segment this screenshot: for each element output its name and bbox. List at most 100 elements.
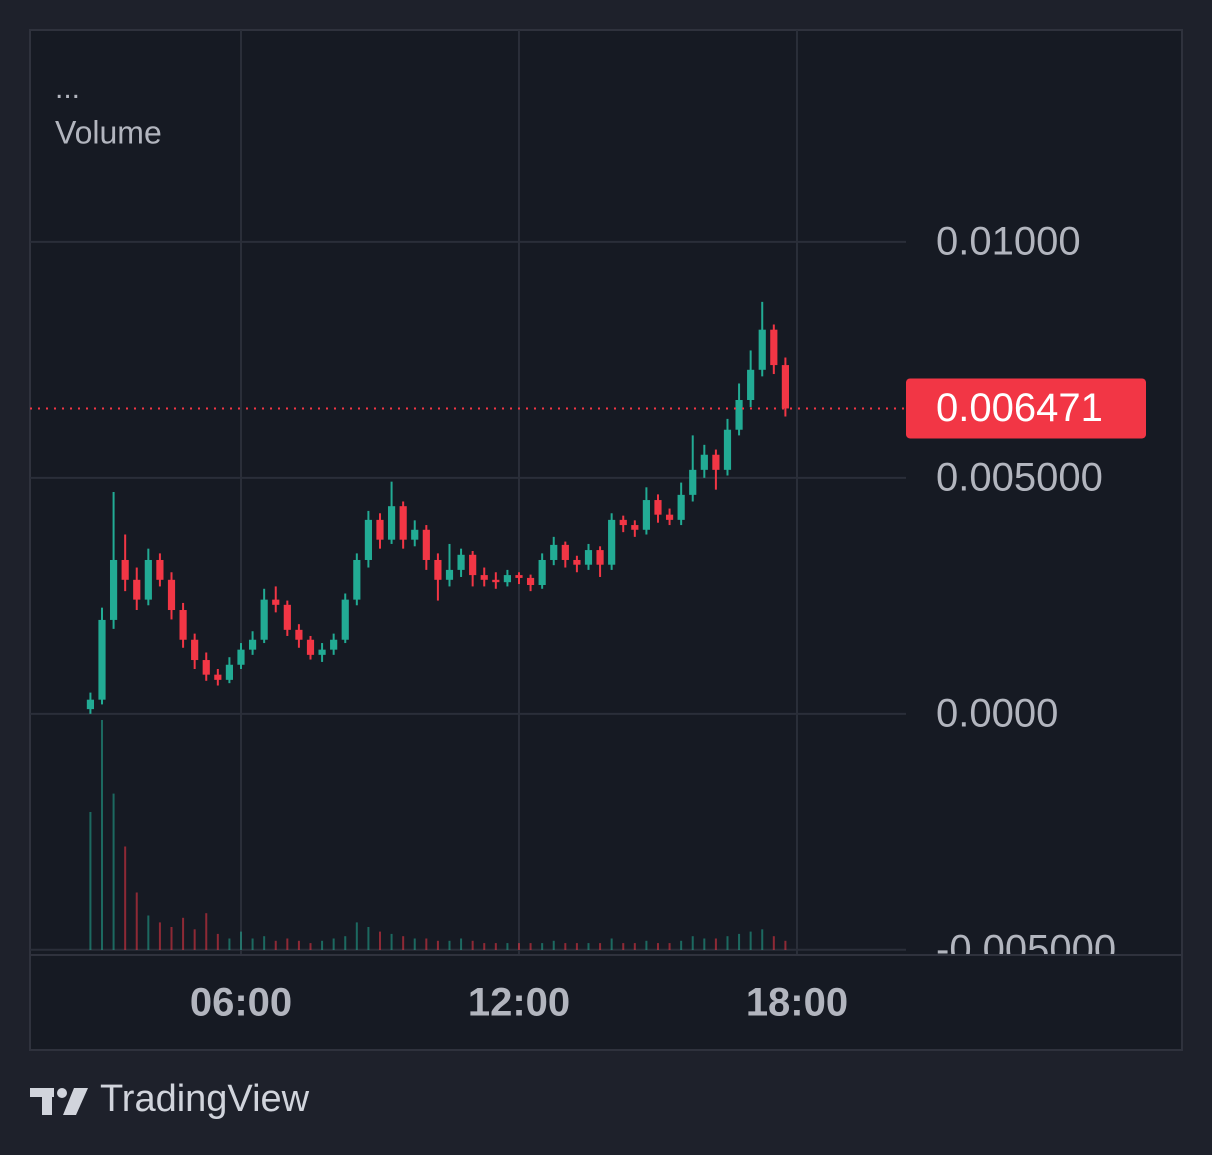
candle-body [98,619,106,700]
candle-body [758,329,766,370]
candle-body [619,519,627,526]
volume-bar [390,933,393,950]
candle-body [283,604,291,630]
candle-body [191,639,199,661]
candle-body [422,529,430,560]
candle-body [596,550,604,565]
volume-bar [575,943,578,950]
volume-label: Volume [55,114,162,150]
candle-body [526,577,535,585]
volume-bar [124,846,127,950]
candle-body [480,575,488,580]
candle-body [747,369,755,400]
volume-bar [332,938,335,950]
volume-bar [378,931,381,950]
volume-bar [355,922,358,950]
candle-body [318,649,326,655]
volume-bar [691,936,694,950]
volume-bar [182,917,185,950]
candle-body [214,674,222,680]
volume-bar [193,929,196,950]
chart-frame [29,29,1183,1051]
candle-body [364,519,372,560]
candle-body [434,559,442,580]
logo-part [57,1088,67,1098]
volume-bar [170,927,173,950]
candle-body [723,429,732,470]
plot-area [30,301,906,714]
candle-body [156,559,164,580]
volume-bar [784,940,787,950]
volume-bar [494,943,497,950]
candle-body [457,554,465,570]
candle-body [642,500,650,530]
volume-bar [552,940,555,950]
volume-bar [263,936,266,950]
logo-part [42,1088,52,1115]
volume-bar [309,943,312,950]
volume-bar [101,720,103,950]
volume-bar [89,812,92,950]
candle-body [387,506,396,540]
x-tick-label: 18:00 [746,981,848,1025]
volume-bar [367,927,370,950]
candle-body [167,579,176,611]
candle-body [86,699,95,710]
brand-logo [30,1088,88,1115]
grid [30,30,906,955]
candle-body [689,469,697,495]
volume-bar [112,793,115,950]
volume-bar [714,938,717,950]
volume-bar [645,940,648,950]
candle-body [376,519,384,540]
volume-bar [448,940,451,950]
volume-bar [668,943,671,950]
volume-bar [413,938,416,950]
volume-bar [587,943,590,950]
candle-body [608,519,616,565]
candle-body [770,329,778,366]
x-tick-label: 06:00 [190,981,292,1025]
volume-bar [436,940,439,950]
candle-body [272,599,280,605]
volume-bar [205,913,208,950]
volume-bar [622,943,625,950]
volume-bar [517,943,520,950]
volume-bar [772,936,775,950]
candle-body [665,514,674,520]
last-price-label: 0.006471 [936,386,1103,430]
volume-bar [610,938,613,950]
time-axis: 06:00 12:00 18:00 [190,981,848,1025]
candle-body [260,599,268,640]
candle-body [295,629,303,640]
volume-bar [633,943,636,950]
volume-bar [749,931,752,950]
volume-bar [274,940,277,950]
candle-body [654,500,662,515]
volume-bar [703,938,706,950]
volume-bar [297,940,300,950]
candle-body [561,544,569,560]
volume-bar [158,922,161,950]
candle-body [144,559,152,600]
candle-body [179,610,187,640]
volume-bar [471,940,474,950]
candle-body [503,575,511,583]
volume-bar [402,936,405,950]
volume-bar [216,933,219,950]
x-tick-label: 12:00 [468,981,570,1025]
candle-body [411,529,419,540]
y-tick-label: 0.0000 [936,691,1058,735]
candle-body [735,400,743,430]
candle-body [550,544,558,560]
last-price-badge [906,378,1146,439]
y-tick-label: 0.01000 [936,219,1081,263]
indicator-label: ... [55,72,80,105]
candle-body [237,649,245,665]
volume-bar [564,943,567,950]
candle-body [121,559,129,580]
volume-bar [228,938,231,950]
candle-body [341,599,349,640]
volume-bar [344,936,347,950]
